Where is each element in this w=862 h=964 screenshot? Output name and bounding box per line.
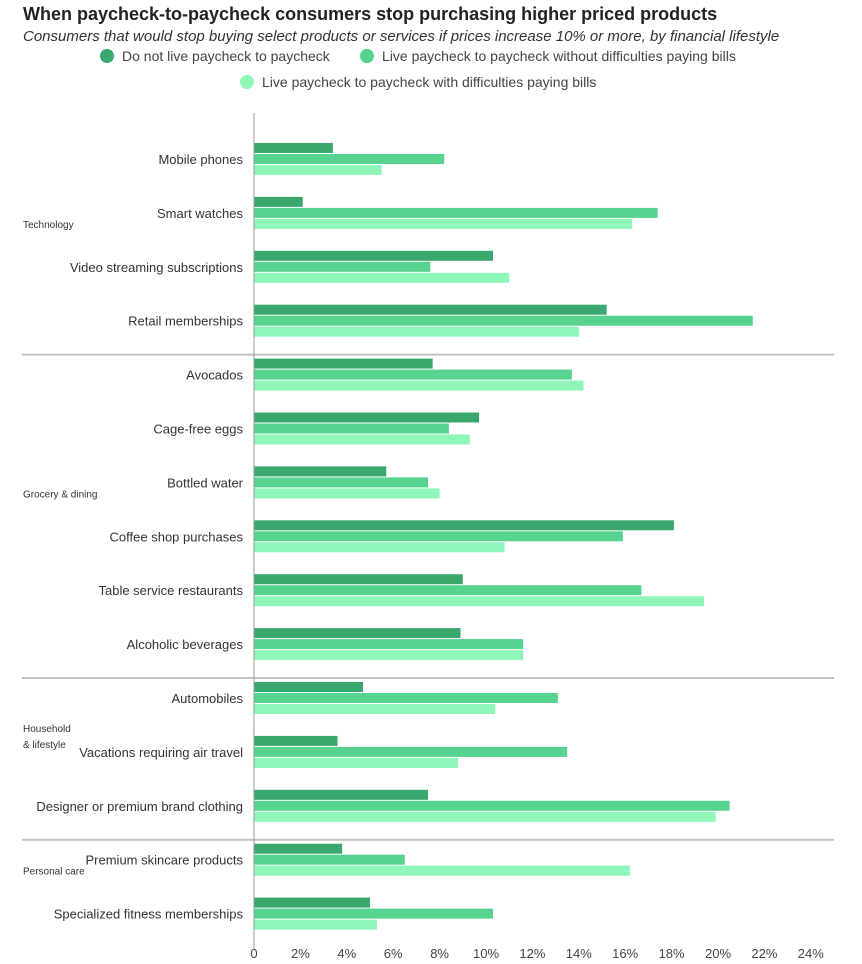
category-label: Vacations requiring air travel [79, 745, 243, 760]
bar-3 [254, 542, 505, 553]
bar-3 [254, 757, 459, 768]
bar-2 [254, 800, 730, 811]
bar-3 [254, 865, 630, 876]
legend-label: Live paycheck to paycheck without diffic… [382, 48, 736, 64]
category-label: Automobiles [171, 691, 243, 706]
category-label: Designer or premium brand clothing [36, 799, 243, 814]
bar-3 [254, 272, 510, 283]
legend-swatch-icon [360, 49, 374, 63]
category-label: Table service restaurants [98, 583, 243, 598]
legend-item-do-not: Do not live paycheck to paycheck [100, 48, 330, 64]
bar-2 [254, 423, 449, 434]
bar-1 [254, 897, 370, 908]
x-tick-label: 20% [705, 946, 731, 961]
x-tick-label: 12% [519, 946, 545, 961]
bar-1 [254, 682, 364, 692]
bar-1 [254, 789, 428, 800]
bar-1 [254, 196, 303, 207]
bar-1 [254, 304, 607, 315]
bar-1 [254, 735, 338, 746]
bar-1 [254, 250, 493, 261]
x-tick-label: 8% [430, 946, 449, 961]
group-label: Technology [23, 220, 74, 231]
chart-subtitle: Consumers that would stop buying select … [23, 28, 780, 45]
legend-swatch-icon [100, 49, 114, 63]
bar-1 [254, 628, 461, 639]
bar-2 [254, 154, 445, 164]
bar-1 [254, 574, 463, 585]
bar-3 [254, 326, 579, 337]
legend-item-with-difficulties: Live paycheck to paycheck with difficult… [240, 74, 596, 90]
bar-2 [254, 639, 524, 650]
legend-label: Do not live paycheck to paycheck [122, 48, 330, 64]
bar-1 [254, 143, 333, 153]
chart-title: When paycheck-to-paycheck consumers stop… [23, 4, 718, 24]
x-tick-label: 16% [612, 946, 638, 961]
bar-3 [254, 488, 440, 499]
category-label: Cage-free eggs [153, 422, 243, 437]
bar-1 [254, 412, 480, 423]
bar-2 [254, 854, 405, 865]
x-tick-label: 24% [798, 946, 824, 961]
category-label: Specialized fitness memberships [54, 907, 244, 922]
bar-2 [254, 315, 753, 326]
group-label: Personal care [23, 867, 85, 878]
bar-2 [254, 693, 558, 703]
bar-3 [254, 596, 705, 607]
x-tick-label: 18% [659, 946, 685, 961]
group-label: Grocery & dining [23, 489, 97, 500]
legend-item-without-difficulties: Live paycheck to paycheck without diffic… [360, 48, 736, 64]
bar-3 [254, 811, 716, 822]
bar-2 [254, 908, 493, 919]
legend-label: Live paycheck to paycheck with difficult… [262, 74, 597, 90]
category-label: Retail memberships [128, 314, 243, 329]
x-tick-label: 6% [384, 946, 403, 961]
legend-swatch-icon [240, 75, 254, 89]
bar-3 [254, 165, 382, 175]
category-label: Video streaming subscriptions [70, 260, 244, 275]
bar-1 [254, 466, 387, 477]
x-tick-label: 10% [473, 946, 499, 961]
bar-1 [254, 520, 674, 531]
bar-2 [254, 585, 642, 596]
bar-2 [254, 369, 572, 380]
bar-3 [254, 919, 377, 930]
bar-3 [254, 704, 496, 714]
bar-3 [254, 434, 470, 445]
bar-1 [254, 358, 433, 369]
bar-2 [254, 261, 431, 272]
x-tick-label: 0 [250, 946, 257, 961]
category-label: Mobile phones [158, 152, 243, 167]
x-tick-label: 4% [337, 946, 356, 961]
category-label: Alcoholic beverages [127, 637, 244, 652]
category-label: Avocados [186, 368, 243, 383]
bar-2 [254, 477, 428, 488]
bar-3 [254, 650, 524, 661]
bar-2 [254, 207, 658, 218]
category-label: Smart watches [157, 206, 243, 221]
category-label: Coffee shop purchases [110, 529, 244, 544]
category-label: Premium skincare products [86, 853, 244, 868]
category-label: Bottled water [167, 475, 244, 490]
bar-1 [254, 843, 343, 854]
bar-2 [254, 531, 623, 542]
bar-3 [254, 380, 584, 391]
group-label: & lifestyle [23, 740, 66, 751]
x-tick-label: 22% [751, 946, 777, 961]
x-tick-label: 14% [566, 946, 592, 961]
bar-2 [254, 746, 568, 757]
bar-3 [254, 218, 633, 229]
group-label: Household [23, 724, 71, 735]
x-tick-label: 2% [291, 946, 310, 961]
